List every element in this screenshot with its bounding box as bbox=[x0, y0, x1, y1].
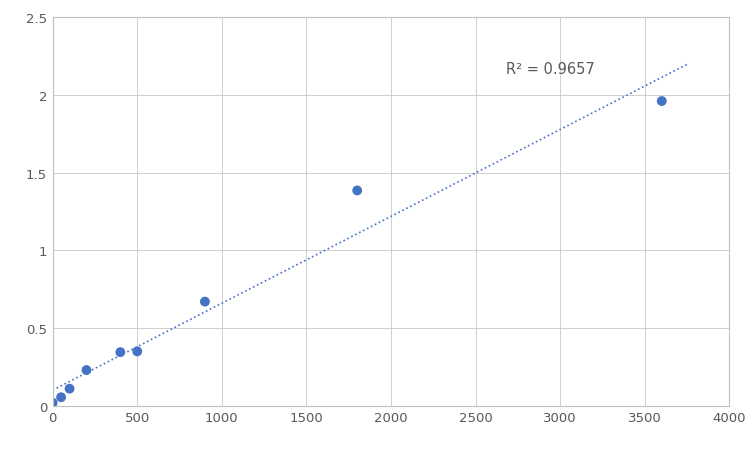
Point bbox=[47, 399, 59, 406]
Point bbox=[131, 348, 143, 355]
Point bbox=[80, 367, 92, 374]
Point bbox=[63, 385, 75, 392]
Point bbox=[199, 299, 211, 306]
Point bbox=[656, 98, 668, 106]
Point bbox=[351, 188, 363, 195]
Point bbox=[55, 394, 67, 401]
Point bbox=[114, 349, 126, 356]
Text: R² = 0.9657: R² = 0.9657 bbox=[506, 62, 595, 77]
